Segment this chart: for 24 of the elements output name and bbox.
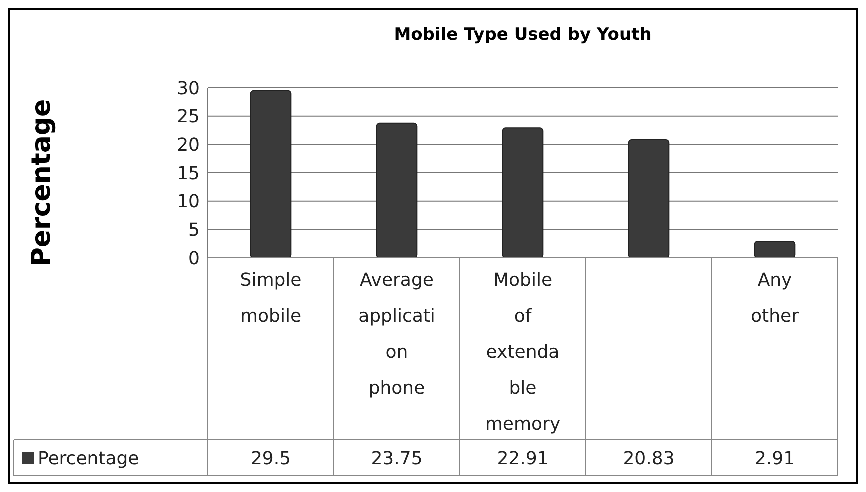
y-tick-label: 10 <box>177 192 200 213</box>
chart-title: Mobile Type Used by Youth <box>394 25 652 45</box>
bar <box>502 128 544 258</box>
x-tick-label: Average application phone <box>358 270 436 399</box>
data-label: 29.5 <box>250 448 292 470</box>
bar <box>754 241 796 258</box>
y-tick-label: 5 <box>188 220 200 241</box>
data-label: 2.91 <box>754 448 796 470</box>
x-tick-label: Mobile of extendable memory <box>485 270 561 435</box>
y-tick-label: 15 <box>177 163 200 184</box>
y-axis-title: Percentage <box>27 99 57 267</box>
y-tick-label: 30 <box>177 78 200 100</box>
legend-label: Percentage <box>38 448 140 470</box>
bar <box>628 139 670 258</box>
bar <box>376 122 418 258</box>
x-tick-label: Simple mobile <box>240 270 302 327</box>
bar <box>250 90 292 258</box>
x-tick-label: Any other <box>751 270 800 327</box>
data-label: 20.83 <box>623 448 675 470</box>
y-tick-label: 25 <box>177 106 200 128</box>
y-tick-label: 20 <box>177 134 200 156</box>
data-label: 22.91 <box>497 448 549 470</box>
y-tick-label: 0 <box>188 248 200 270</box>
data-label: 23.75 <box>371 448 423 470</box>
